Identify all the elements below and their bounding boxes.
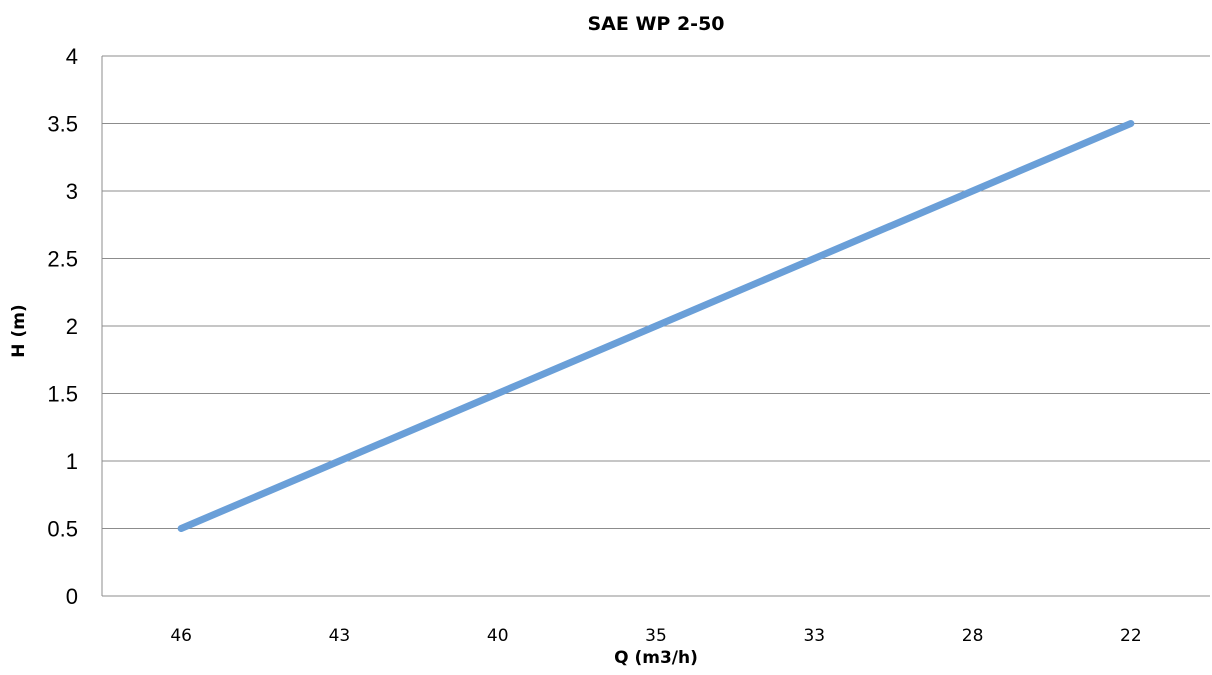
y-tick-label: 1.5 [47,382,78,407]
y-tick-label: 4 [66,44,78,69]
x-tick-label: 46 [170,626,192,646]
x-tick-label: 28 [962,626,984,646]
y-tick-label: 3 [66,179,78,204]
y-tick-label: 0 [66,584,78,609]
x-tick-label: 22 [1120,626,1142,646]
y-axis-title: H (m) [9,304,29,357]
grid-lines [102,56,1210,529]
x-tick-labels: 46 43 40 35 33 28 22 [170,626,1141,646]
x-axis-title: Q (m3/h) [614,648,698,668]
chart-title: SAE WP 2-50 [587,13,724,35]
x-tick-label: 35 [645,626,667,646]
y-tick-label: 1 [66,449,78,474]
y-tick-label: 2 [66,314,78,339]
y-tick-labels: 0 0.5 1 1.5 2 2.5 3 3.5 4 [47,44,78,609]
y-tick-label: 0.5 [47,517,78,542]
x-tick-label: 33 [803,626,825,646]
y-tick-label: 3.5 [47,112,78,137]
x-tick-label: 43 [329,626,351,646]
x-tick-label: 40 [487,626,509,646]
y-tick-label: 2.5 [47,247,78,272]
